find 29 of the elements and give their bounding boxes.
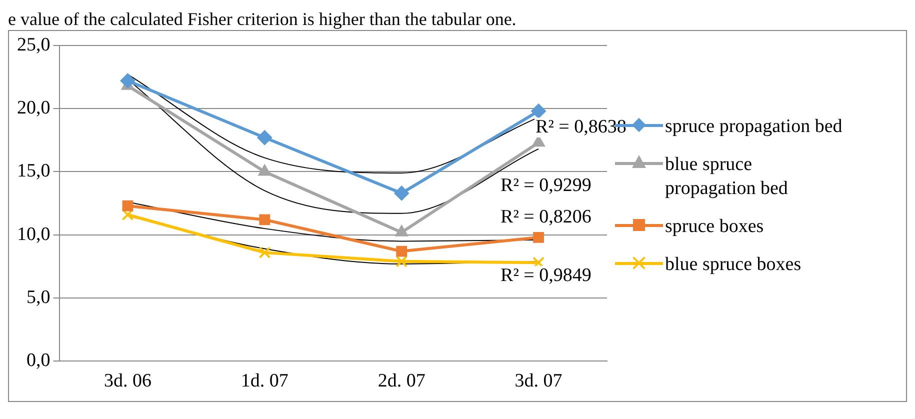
legend-label: blue spruce boxes (665, 253, 802, 277)
legend-label: spruce boxes (665, 215, 765, 239)
x-tick-label: 3d. 06 (104, 370, 152, 392)
y-tick-label: 25,0 (17, 34, 50, 56)
point (120, 73, 136, 88)
point (122, 208, 134, 221)
y-tick-label: 5,0 (26, 287, 50, 308)
legend-label: spruce propagation bed (665, 115, 844, 139)
point (258, 246, 271, 259)
point (257, 130, 272, 146)
x-tick-label: 2d. 07 (378, 370, 426, 392)
y-tick-label: 20,0 (17, 98, 50, 119)
point (122, 200, 134, 212)
text: e value of the calculated Fisher criterion is higher than the tabular one. (8, 8, 518, 30)
point (396, 255, 408, 268)
x-tick-label: 1d. 07 (240, 370, 288, 392)
legend-label: blue spruce propagation bed (665, 153, 789, 201)
point (531, 104, 546, 119)
point (259, 214, 270, 226)
x-tick-label: 3d. 07 (514, 370, 562, 392)
annotation: R² = 0,8206 (500, 206, 592, 228)
y-tick-label: 10,0 (17, 224, 50, 245)
y-tick-label: 15,0 (17, 160, 50, 182)
annotation: R² = 0,9849 (500, 264, 592, 286)
annotation: R² = 0,9299 (500, 174, 592, 196)
point (394, 186, 410, 201)
point (533, 232, 544, 243)
y-tick-label: 0,0 (26, 350, 50, 372)
point (396, 246, 408, 257)
